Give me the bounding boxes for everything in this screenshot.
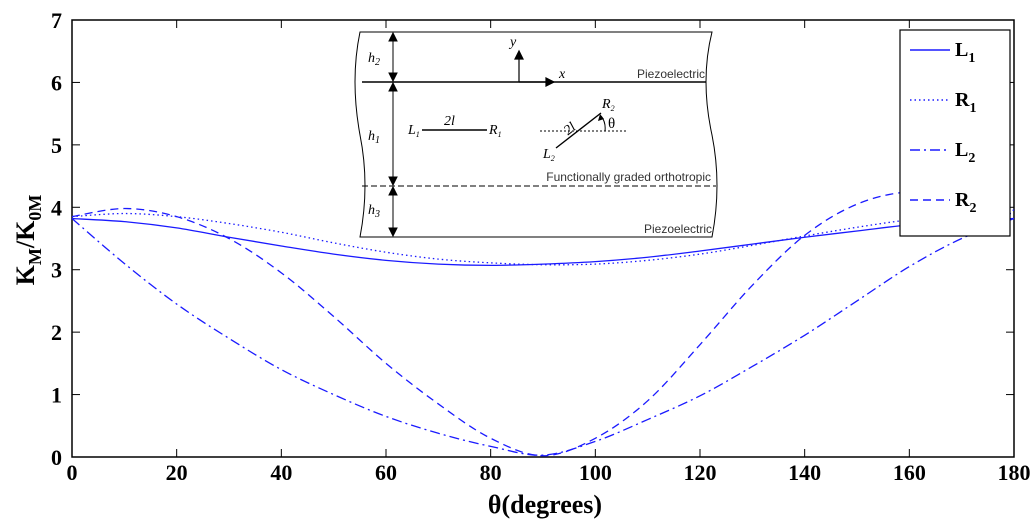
label-layer-middle: Functionally graded orthotropic bbox=[546, 170, 711, 184]
y-tick-label: 5 bbox=[51, 133, 62, 158]
series-line-r2 bbox=[71, 190, 1015, 457]
legend: L1 R1 L2 R2 bbox=[899, 29, 1011, 237]
y-tick-label: 6 bbox=[51, 70, 62, 95]
x-tick-label: 40 bbox=[270, 460, 292, 485]
x-tick-label: 60 bbox=[375, 460, 397, 485]
y-axis-title: KM/K0M bbox=[11, 195, 45, 286]
x-tick-label: 140 bbox=[788, 460, 821, 485]
label-x-axis: x bbox=[558, 67, 566, 82]
legend-label-l2: L2 bbox=[955, 139, 975, 166]
y-tick-label: 3 bbox=[51, 258, 62, 283]
series-line-l1 bbox=[71, 217, 1015, 266]
y-tick-label: 2 bbox=[51, 320, 62, 345]
x-tick-label: 80 bbox=[480, 460, 502, 485]
label-crack2-left: L2 bbox=[542, 147, 555, 163]
x-tick-label: 120 bbox=[684, 460, 717, 485]
inset-schematic: h2 h1 h3 y x L1 R1 2l θ L2 R2 2l Piezoel… bbox=[354, 31, 718, 238]
y-axis-title-den-sub: 0M bbox=[25, 195, 45, 221]
label-crack1-length: 2l bbox=[444, 114, 455, 129]
label-h3: h3 bbox=[368, 203, 380, 220]
x-tick-label: 20 bbox=[166, 460, 188, 485]
angle-arrow bbox=[598, 114, 604, 121]
y-tick-label: 7 bbox=[51, 8, 62, 33]
label-layer-top: Piezoelectric bbox=[637, 67, 705, 81]
legend-label-r2: R2 bbox=[955, 189, 976, 216]
label-h2: h2 bbox=[368, 51, 380, 68]
label-layer-bottom: Piezoelectric bbox=[644, 222, 712, 236]
axis-ticks: 0 20 40 60 80 100 120 140 160 180 0 1 2 3 4 5 6 7 bbox=[51, 8, 1031, 485]
x-tick-label: 160 bbox=[893, 460, 926, 485]
label-h1: h1 bbox=[368, 129, 380, 146]
y-axis-title-main-sub: M bbox=[25, 248, 45, 265]
x-tick-label: 180 bbox=[998, 460, 1031, 485]
y-tick-label: 1 bbox=[51, 383, 62, 408]
x-tick-label: 100 bbox=[579, 460, 612, 485]
series-line-r1 bbox=[71, 212, 1015, 266]
legend-label-r1: R1 bbox=[955, 89, 976, 116]
y-tick-label: 4 bbox=[51, 195, 62, 220]
legend-label-l1: L1 bbox=[955, 39, 975, 66]
thickness-arrows bbox=[388, 31, 398, 238]
series-layer bbox=[71, 190, 1015, 457]
crack-2 bbox=[555, 112, 602, 149]
y-axis-title-main: K bbox=[11, 264, 40, 285]
label-angle: θ bbox=[608, 116, 615, 132]
x-axis-title: θ(degrees) bbox=[488, 490, 602, 519]
x-tick-label: 0 bbox=[67, 460, 78, 485]
label-crack1-left: L1 bbox=[407, 123, 420, 139]
legend-box bbox=[899, 29, 1011, 237]
y-axis-title-sep: /K bbox=[11, 220, 40, 249]
label-crack1-right: R1 bbox=[488, 123, 502, 139]
label-crack2-right: R2 bbox=[601, 97, 615, 113]
label-y-axis: y bbox=[508, 35, 517, 50]
y-tick-label: 0 bbox=[51, 445, 62, 470]
coordinate-axes bbox=[514, 49, 556, 87]
